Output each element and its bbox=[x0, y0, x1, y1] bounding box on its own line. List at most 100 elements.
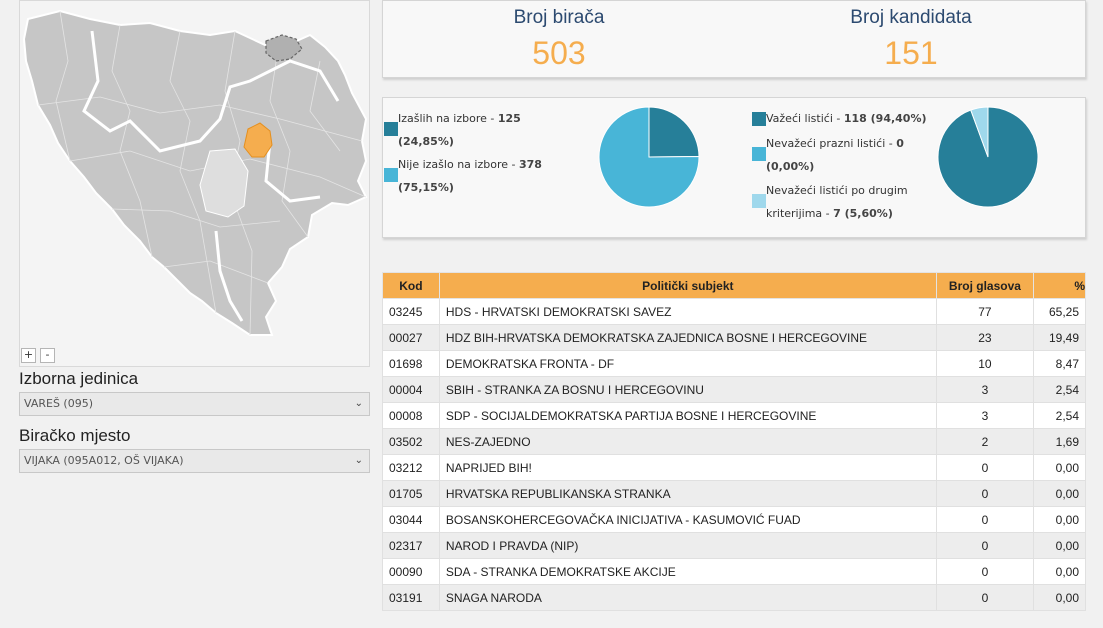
cell-votes: 0 bbox=[935, 454, 1035, 481]
cell-subject: HDS - HRVATSKI DEMOKRATSKI SAVEZ bbox=[438, 298, 937, 325]
cell-pct: 1,69 bbox=[1033, 428, 1086, 455]
legend-valid: Važeći listići - 118 (94,40%) bbox=[766, 112, 927, 125]
highlighted-municipality[interactable] bbox=[243, 122, 273, 158]
cell-pct: 0,00 bbox=[1033, 480, 1086, 507]
cell-subject: SNAGA NARODA bbox=[438, 584, 937, 611]
voters-value: 503 bbox=[532, 35, 586, 71]
cell-votes: 23 bbox=[935, 324, 1035, 351]
candidates-value: 151 bbox=[884, 35, 938, 71]
header-subject[interactable]: Politički subjekt bbox=[438, 272, 937, 299]
table-row[interactable]: 03212 NAPRIJED BIH! 0 0,00 bbox=[382, 454, 1086, 481]
table-row[interactable]: 00090 SDA - STRANKA DEMOKRATSKE AKCIJE 0 0,… bbox=[382, 558, 1086, 585]
cell-kod: 03212 bbox=[382, 454, 440, 481]
izborna-jedinica-label: Izborna jedinica bbox=[19, 369, 139, 388]
cell-votes: 3 bbox=[935, 402, 1035, 429]
cell-votes: 0 bbox=[935, 558, 1035, 585]
stats-panel: Broj birača 503 Broj kandidata 151 bbox=[382, 0, 1086, 78]
table-row[interactable]: 00004 SBIH - STRANKA ZA BOSNU I HERCEGOVI… bbox=[382, 376, 1086, 403]
turnout-pie-chart[interactable] bbox=[598, 106, 700, 208]
cell-kod: 03245 bbox=[382, 298, 440, 325]
cell-votes: 2 bbox=[935, 428, 1035, 455]
table-row[interactable]: 00008 SDP - SOCIJALDEMOKRATSKA PARTIJA BO… bbox=[382, 402, 1086, 429]
legend-swatch-other bbox=[752, 194, 766, 208]
table-row[interactable]: 00027 HDZ BIH-HRVATSKA DEMOKRATSKA ZAJEDN… bbox=[382, 324, 1086, 351]
cell-kod: 00090 bbox=[382, 558, 440, 585]
header-votes[interactable]: Broj glasova bbox=[935, 272, 1035, 299]
cell-pct: 19,49 bbox=[1033, 324, 1086, 351]
region-light bbox=[199, 148, 249, 218]
cell-subject: NAPRIJED BIH! bbox=[438, 454, 937, 481]
table-row[interactable]: 03191 SNAGA NARODA 0 0,00 bbox=[382, 584, 1086, 611]
table-row[interactable]: 03044 BOSANSKOHERCEGOVAČKA INICIJATIVA - … bbox=[382, 506, 1086, 533]
pie-slice-other[interactable] bbox=[970, 106, 989, 158]
zoom-out-button[interactable]: - bbox=[40, 348, 55, 363]
brcko-district bbox=[265, 34, 303, 62]
legend-swatch-no-turnout bbox=[384, 168, 398, 182]
cell-pct: 2,54 bbox=[1033, 402, 1086, 429]
header-kod[interactable]: Kod bbox=[382, 272, 440, 299]
cell-votes: 0 bbox=[935, 506, 1035, 533]
legend-turnout-yes: Izašlih na izbore - 125 (24,85%) bbox=[398, 112, 521, 148]
cell-pct: 8,47 bbox=[1033, 350, 1086, 377]
cell-subject: NES-ZAJEDNO bbox=[438, 428, 937, 455]
cell-subject: DEMOKRATSKA FRONTA - DF bbox=[438, 350, 937, 377]
pie-slice-turnout-yes[interactable] bbox=[648, 106, 700, 158]
cell-pct: 0,00 bbox=[1033, 558, 1086, 585]
cell-pct: 65,25 bbox=[1033, 298, 1086, 325]
legend-swatch-turnout bbox=[384, 122, 398, 136]
bih-map[interactable] bbox=[20, 1, 369, 366]
table-row[interactable]: 01705 HRVATSKA REPUBLIKANSKA STRANKA 0 0,00 bbox=[382, 480, 1086, 507]
cell-kod: 00008 bbox=[382, 402, 440, 429]
table-row[interactable]: 03502 NES-ZAJEDNO 2 1,69 bbox=[382, 428, 1086, 455]
legend-swatch-empty bbox=[752, 147, 766, 161]
country-shape[interactable] bbox=[22, 9, 368, 336]
cell-kod: 00027 bbox=[382, 324, 440, 351]
ballots-pie-chart[interactable] bbox=[937, 106, 1039, 208]
cell-kod: 03502 bbox=[382, 428, 440, 455]
legend-turnout-no: Nije izašlo na izbore - 378 (75,15%) bbox=[398, 158, 542, 194]
biracko-mjesto-select[interactable]: VIJAKA (095A012, OŠ VIJAKA) ⌄ bbox=[19, 449, 370, 473]
cell-kod: 02317 bbox=[382, 532, 440, 559]
izborna-jedinica-value: VAREŠ (095) bbox=[24, 397, 93, 410]
table-row[interactable]: 02317 NAROD I PRAVDA (NIP) 0 0,00 bbox=[382, 532, 1086, 559]
table-row[interactable]: 03245 HDS - HRVATSKI DEMOKRATSKI SAVEZ 77 6… bbox=[382, 298, 1086, 325]
map-panel[interactable]: + - bbox=[19, 0, 370, 367]
cell-pct: 0,00 bbox=[1033, 506, 1086, 533]
header-pct[interactable]: % bbox=[1033, 272, 1086, 299]
cell-votes: 0 bbox=[935, 480, 1035, 507]
cell-votes: 10 bbox=[935, 350, 1035, 377]
table-header-row: Kod Politički subjekt Broj glasova % bbox=[382, 272, 1086, 299]
pie-slice-turnout-no[interactable] bbox=[598, 106, 700, 208]
cell-subject: NAROD I PRAVDA (NIP) bbox=[438, 532, 937, 559]
cell-subject: SDP - SOCIJALDEMOKRATSKA PARTIJA BOSNE I… bbox=[438, 402, 937, 429]
cell-kod: 03044 bbox=[382, 506, 440, 533]
voters-label: Broj birača bbox=[513, 7, 605, 28]
candidates-label: Broj kandidata bbox=[850, 7, 972, 28]
cell-subject: SBIH - STRANKA ZA BOSNU I HERCEGOVINU bbox=[438, 376, 937, 403]
cell-votes: 0 bbox=[935, 584, 1035, 611]
cell-kod: 01698 bbox=[382, 350, 440, 377]
legend-other: Nevažeći listići po drugim kriterijima -… bbox=[766, 184, 908, 220]
cell-pct: 0,00 bbox=[1033, 532, 1086, 559]
izborna-jedinica-select[interactable]: VAREŠ (095) ⌄ bbox=[19, 392, 370, 416]
chevron-down-icon: ⌄ bbox=[354, 455, 363, 466]
cell-subject: HRVATSKA REPUBLIKANSKA STRANKA bbox=[438, 480, 937, 507]
zoom-in-button[interactable]: + bbox=[21, 348, 36, 363]
legend-swatch-valid bbox=[752, 112, 766, 126]
cell-votes: 77 bbox=[935, 298, 1035, 325]
legend-empty: Nevažeći prazni listići - 0 (0,00%) bbox=[766, 137, 904, 173]
cell-votes: 3 bbox=[935, 376, 1035, 403]
biracko-mjesto-value: VIJAKA (095A012, OŠ VIJAKA) bbox=[24, 454, 184, 467]
voters-stat: Broj birača 503 bbox=[409, 1, 709, 72]
cell-kod: 00004 bbox=[382, 376, 440, 403]
cell-votes: 0 bbox=[935, 532, 1035, 559]
candidates-stat: Broj kandidata 151 bbox=[761, 1, 1061, 72]
chevron-down-icon: ⌄ bbox=[354, 398, 363, 409]
cell-subject: SDA - STRANKA DEMOKRATSKE AKCIJE bbox=[438, 558, 937, 585]
pie-panel: Izašlih na izbore - 125 (24,85%) Nije iz… bbox=[382, 97, 1086, 238]
cell-pct: 2,54 bbox=[1033, 376, 1086, 403]
cell-kod: 01705 bbox=[382, 480, 440, 507]
entity-border bbox=[82, 30, 340, 322]
table-row[interactable]: 01698 DEMOKRATSKA FRONTA - DF 10 8,47 bbox=[382, 350, 1086, 377]
biracko-mjesto-label: Biračko mjesto bbox=[19, 426, 131, 445]
